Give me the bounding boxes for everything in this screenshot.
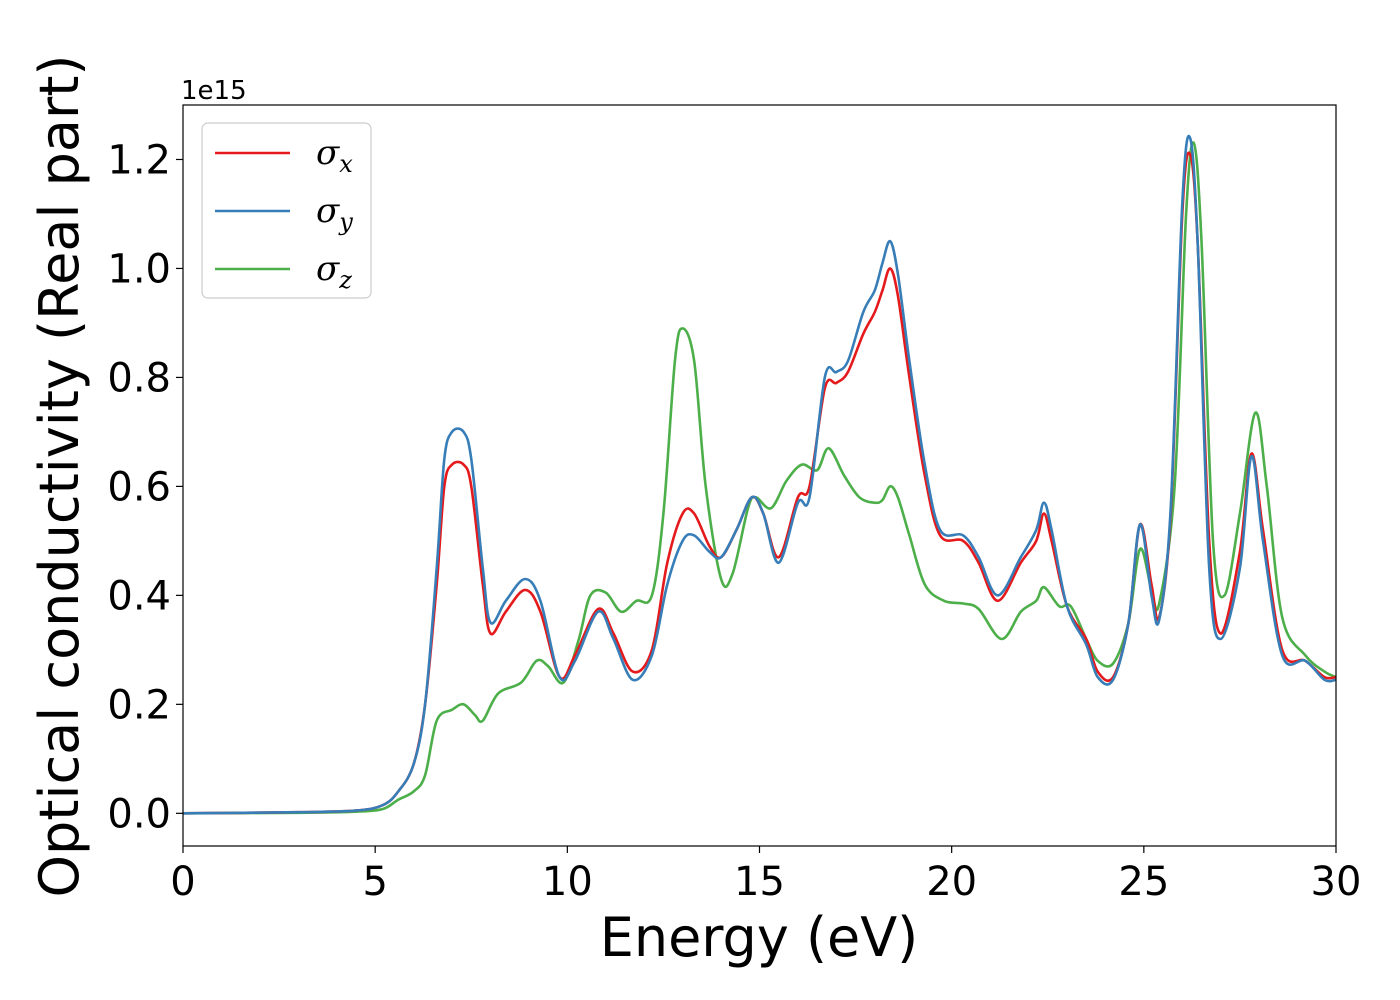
legend-subscript: x (339, 150, 353, 178)
legend-label-z: σz (316, 249, 352, 294)
x-tick-label: 15 (734, 859, 785, 905)
series-line-x (183, 151, 1336, 815)
legend-symbol: σ (316, 191, 340, 231)
legend-symbol: σ (316, 249, 340, 289)
y-axis-label: Optical conductivity (Real part) (28, 55, 91, 898)
series-line-y (183, 134, 1336, 815)
y-tick-label: 1.2 (107, 137, 171, 183)
x-axis-label: Energy (eV) (600, 906, 919, 969)
y-tick-label: 1.0 (107, 246, 171, 292)
y-axis-offset-label: 1e15 (181, 76, 247, 106)
y-tick-label: 0.2 (107, 682, 171, 728)
y-tick-label: 0.8 (107, 355, 171, 401)
plot-content (183, 134, 1336, 815)
legend-symbol: σ (316, 133, 340, 173)
x-tick-label: 25 (1118, 859, 1169, 905)
y-axis: 0.0 0.2 0.4 0.6 0.8 1.0 1.2 (107, 137, 183, 837)
y-tick-label: 0.6 (107, 464, 171, 510)
x-axis: 0 5 10 15 20 25 30 (170, 846, 1361, 905)
x-tick-label: 20 (926, 859, 977, 905)
series-lines (183, 134, 1336, 815)
x-tick-label: 30 (1311, 859, 1362, 905)
x-tick-label: 5 (362, 859, 387, 905)
y-tick-label: 0.0 (107, 791, 171, 837)
legend-label-x: σx (316, 133, 353, 178)
x-tick-label: 10 (542, 859, 593, 905)
legend-label-y: σy (316, 191, 353, 236)
legend-subscript: z (338, 266, 352, 294)
series-line-z (183, 141, 1336, 815)
y-tick-label: 0.4 (107, 573, 171, 619)
x-tick-label: 0 (170, 859, 195, 905)
legend-subscript: y (338, 208, 353, 236)
